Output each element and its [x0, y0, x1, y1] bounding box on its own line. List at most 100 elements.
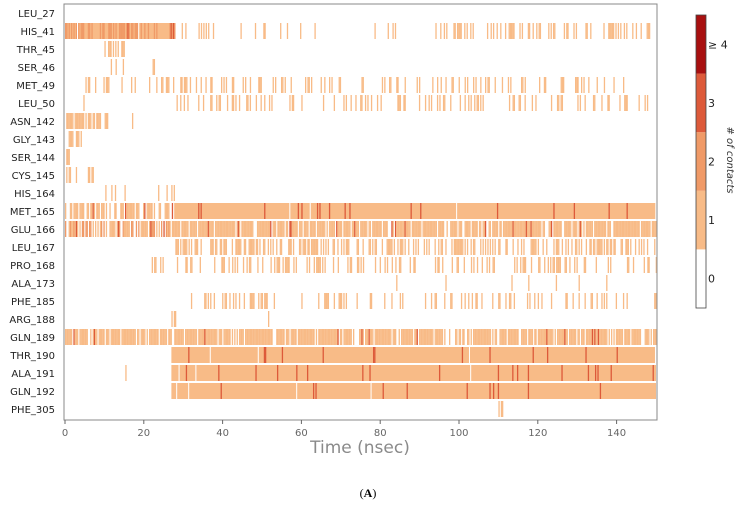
- contact-stripe: [132, 221, 134, 237]
- contact-stripe: [643, 239, 645, 255]
- contact-stripe: [539, 329, 541, 345]
- contact-stripe: [259, 329, 261, 345]
- contact-stripe: [213, 293, 216, 309]
- contact-stripe: [652, 221, 655, 237]
- contact-stripe: [561, 329, 564, 345]
- contact-stripe: [83, 221, 85, 237]
- contact-stripe: [545, 77, 547, 93]
- contact-stripe: [210, 221, 212, 237]
- contact-stripe: [375, 329, 378, 345]
- contact-stripe: [184, 239, 187, 255]
- contact-stripe: [564, 329, 566, 345]
- contact-stripe: [337, 221, 339, 237]
- contact-stripe: [156, 221, 158, 237]
- contact-stripe: [121, 23, 123, 39]
- contact-stripe: [186, 257, 188, 273]
- contact-stripe: [535, 221, 537, 237]
- contact-stripe: [620, 329, 622, 345]
- contact-stripe: [349, 329, 351, 345]
- contact-stripe: [114, 221, 116, 237]
- contact-stripe: [264, 221, 266, 237]
- x-axis-label: Time (nsec): [309, 438, 410, 458]
- contact-stripe: [177, 239, 180, 255]
- contact-stripe: [289, 221, 291, 237]
- contact-stripe: [343, 293, 345, 309]
- contact-stripe: [645, 221, 648, 237]
- contact-stripe: [277, 221, 279, 237]
- contact-stripe: [69, 167, 72, 183]
- contact-stripe: [223, 257, 225, 273]
- contact-stripe: [126, 23, 128, 39]
- contact-stripe: [180, 77, 182, 93]
- contact-stripe: [650, 329, 652, 345]
- contact-stripe: [458, 221, 460, 237]
- contact-stripe: [69, 221, 72, 237]
- contact-stripe: [173, 311, 176, 327]
- contact-stripe: [111, 329, 114, 345]
- contact-stripe: [212, 221, 214, 237]
- contact-stripe: [234, 329, 236, 345]
- contact-stripe: [581, 77, 583, 93]
- contact-stripe: [424, 221, 427, 237]
- contact-stripe: [135, 221, 138, 237]
- contact-stripe: [80, 329, 82, 345]
- contact-stripe: [513, 23, 515, 39]
- contact-stripe: [475, 77, 477, 93]
- contact-stripe: [243, 221, 246, 237]
- contact-stripe: [276, 365, 279, 381]
- contact-stripe: [514, 221, 517, 237]
- contact-stripe: [451, 77, 453, 93]
- contact-stripe: [587, 329, 589, 345]
- contact-stripe: [238, 293, 241, 309]
- contact-stripe: [590, 293, 592, 309]
- contact-stripe: [96, 113, 98, 129]
- contact-stripe: [408, 221, 410, 237]
- contact-stripe: [649, 221, 651, 237]
- contact-stripe: [276, 257, 278, 273]
- contact-stripe: [91, 203, 93, 219]
- contact-stripe: [102, 203, 104, 219]
- contact-stripe: [583, 221, 585, 237]
- contact-stripe: [343, 95, 345, 111]
- contact-stripe: [385, 329, 387, 345]
- contact-stripe: [499, 329, 501, 345]
- contact-stripe: [361, 77, 363, 93]
- contact-stripe: [264, 329, 266, 345]
- contact-stripe: [282, 221, 284, 237]
- contact-stripe: [421, 329, 423, 345]
- contact-stripe: [399, 239, 402, 255]
- contact-stripe: [68, 167, 70, 183]
- contact-stripe: [346, 239, 349, 255]
- contact-stripe: [258, 221, 260, 237]
- contact-stripe: [331, 329, 333, 345]
- x-tick-label: 60: [295, 428, 308, 439]
- contact-stripe: [313, 239, 315, 255]
- contact-stripe: [213, 329, 216, 345]
- contact-stripe: [238, 95, 241, 111]
- contact-stripe: [362, 221, 364, 237]
- contact-stripe: [281, 77, 283, 93]
- contact-stripe: [567, 23, 569, 39]
- contact-stripe: [361, 329, 363, 345]
- contact-stripe: [511, 221, 513, 237]
- contact-stripe: [516, 329, 518, 345]
- contact-stripe: [224, 293, 226, 309]
- contact-stripe: [298, 239, 301, 255]
- contact-stripe: [460, 293, 463, 309]
- contact-stripe: [627, 329, 630, 345]
- contact-stripe: [162, 329, 164, 345]
- contact-stripe: [507, 221, 510, 237]
- contact-stripe: [613, 329, 615, 345]
- contact-stripe: [268, 221, 271, 237]
- contact-stripe: [252, 239, 254, 255]
- contact-stripe: [278, 257, 281, 273]
- contact-stripe: [550, 257, 552, 273]
- contact-stripe: [519, 221, 522, 237]
- contact-stripe: [590, 329, 592, 345]
- contact-stripe: [113, 329, 115, 345]
- contact-stripe: [367, 95, 369, 111]
- contact-stripe: [391, 293, 393, 309]
- contact-stripe: [572, 221, 574, 237]
- contact-stripe: [68, 113, 70, 129]
- contact-stripe: [621, 221, 624, 237]
